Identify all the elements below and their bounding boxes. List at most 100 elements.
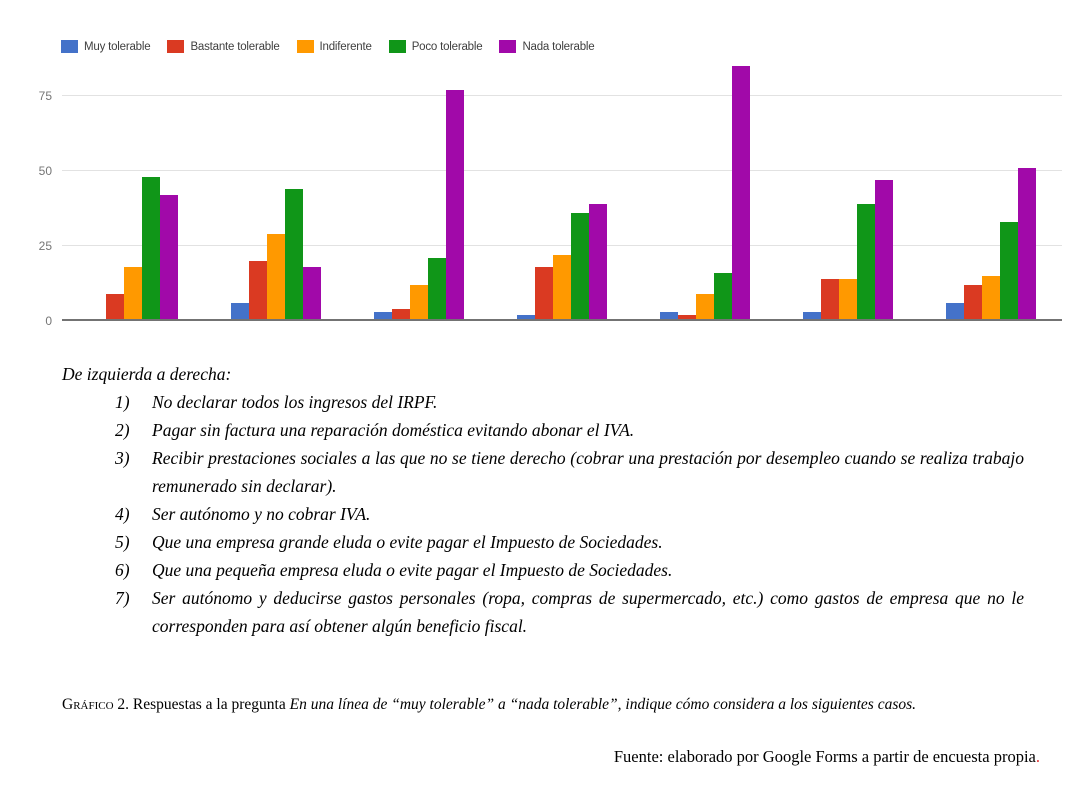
description-intro: De izquierda a derecha: (62, 364, 232, 384)
y-tick-label-75: 75 (38, 89, 52, 103)
source-text: Fuente: elaborado por Google Forms a par… (613, 747, 1036, 766)
case-item-5: 5) Que una empresa grande eluda o evite p… (62, 528, 1024, 556)
legend-swatch-icon (61, 40, 78, 53)
gridline-25 (62, 245, 1062, 246)
case-number: 4) (115, 504, 130, 524)
case-item-2: 2) Pagar sin factura una reparación domés… (62, 416, 1024, 444)
bar-group-5 (633, 51, 776, 321)
bar-2-poco-tolerable (285, 189, 304, 321)
bar-6-bastante-tolerable (820, 279, 839, 321)
bar-1-poco-tolerable (142, 177, 161, 321)
legend-swatch-icon (296, 40, 314, 53)
legend-item-poco-tolerable: Poco tolerable (388, 40, 483, 53)
case-list: 1) No declarar todos los ingresos del IRP… (62, 388, 1024, 640)
legend-label: Muy tolerable (84, 40, 151, 53)
bar-group-3 (348, 51, 491, 321)
source-period: . (1035, 747, 1040, 766)
bar-6-poco-tolerable (856, 204, 875, 321)
legend-swatch-icon (499, 40, 517, 53)
bar-group-1 (62, 51, 205, 321)
chart-legend: Muy tolerable Bastante tolerable Indiferen… (61, 40, 595, 53)
y-tick-label-50: 50 (38, 164, 52, 178)
bar-5-poco-tolerable (713, 273, 732, 321)
bar-4-indiferente (553, 255, 571, 321)
case-item-4: 4) Ser autónomo y no cobrar IVA. (62, 500, 1024, 528)
legend-label: Indiferente (319, 40, 372, 53)
legend-label: Poco tolerable (411, 40, 483, 53)
caption-rest: 2. Respuestas a la pregunta (117, 696, 286, 713)
bar-6-nada-tolerable (874, 180, 893, 321)
bar-7-nada-tolerable (1017, 168, 1036, 321)
bar-3-muy-tolerable (374, 312, 393, 321)
x-axis-line (62, 319, 1062, 321)
case-number: 5) (115, 532, 130, 552)
bar-group-2 (205, 51, 348, 321)
legend-label: Nada tolerable (522, 40, 595, 53)
y-tick-label-25: 25 (38, 239, 52, 253)
bar-4-poco-tolerable (571, 213, 589, 321)
bar-3-bastante-tolerable (392, 309, 411, 321)
case-number: 3) (115, 448, 130, 468)
bar-4-nada-tolerable (589, 204, 607, 321)
bar-5-nada-tolerable (731, 66, 750, 321)
case-item-6: 6) Que una pequeña empresa eluda o evite … (62, 556, 1024, 584)
case-text: Recibir prestaciones sociales a las que … (152, 448, 1024, 496)
bar-2-muy-tolerable (231, 303, 250, 321)
legend-item-bastante-tolerable: Bastante tolerable (167, 40, 280, 53)
figure-description: De izquierda a derecha: 1) No declarar to… (62, 360, 1024, 640)
case-text: Ser autónomo y no cobrar IVA. (152, 504, 371, 524)
case-number: 2) (115, 420, 130, 440)
chart-plot (62, 51, 1062, 321)
bar-groups (62, 51, 1062, 321)
case-item-1: 1) No declarar todos los ingresos del IRP… (62, 388, 1024, 416)
bar-6-muy-tolerable (802, 312, 821, 321)
bar-1-indiferente (124, 267, 143, 321)
bar-3-poco-tolerable (428, 258, 447, 321)
bar-3-nada-tolerable (446, 90, 465, 321)
bar-5-bastante-tolerable (677, 315, 696, 321)
bar-4-muy-tolerable (517, 315, 535, 321)
legend-item-nada-tolerable: Nada tolerable (499, 40, 595, 53)
figure-caption: Gráfico 2. Respuestas a la pregunta En u… (62, 691, 1022, 718)
gridline-50 (62, 170, 1062, 171)
caption-question: En una línea de “muy tolerable” a “nada … (289, 696, 917, 713)
legend-item-muy-tolerable: Muy tolerable (61, 40, 151, 53)
y-tick-label-0: 0 (45, 314, 52, 328)
caption-label: Gráfico (62, 696, 114, 713)
case-text: Que una empresa grande eluda o evite pag… (152, 532, 663, 552)
legend-swatch-icon (167, 40, 185, 53)
bar-5-indiferente (695, 294, 714, 321)
bar-2-indiferente (267, 234, 286, 321)
bar-group-6 (776, 51, 919, 321)
bar-3-indiferente (410, 285, 429, 321)
bar-5-muy-tolerable (659, 312, 678, 321)
case-number: 1) (115, 392, 130, 412)
case-item-3: 3) Recibir prestaciones sociales a las qu… (62, 444, 1024, 500)
case-text: Ser autónomo y deducirse gastos personal… (152, 588, 1024, 636)
case-number: 6) (115, 560, 130, 580)
grouped-bar-chart: Muy tolerable Bastante tolerable Indiferen… (30, 10, 1070, 345)
legend-swatch-icon (388, 40, 406, 53)
case-text: Que una pequeña empresa eluda o evite pa… (152, 560, 673, 580)
case-text: No declarar todos los ingresos del IRPF. (152, 392, 438, 412)
legend-label: Bastante tolerable (190, 40, 280, 53)
case-item-7: 7) Ser autónomo y deducirse gastos person… (62, 584, 1024, 640)
bar-2-bastante-tolerable (249, 261, 268, 321)
bar-7-muy-tolerable (945, 303, 964, 321)
bar-1-nada-tolerable (160, 195, 179, 321)
bar-2-nada-tolerable (303, 267, 322, 321)
bar-group-7 (919, 51, 1062, 321)
legend-item-indiferente: Indiferente (296, 40, 372, 53)
bar-7-poco-tolerable (999, 222, 1018, 321)
bar-7-bastante-tolerable (963, 285, 982, 321)
bar-6-indiferente (838, 279, 857, 321)
case-text: Pagar sin factura una reparación domésti… (152, 420, 635, 440)
gridline-75 (62, 95, 1062, 96)
case-number: 7) (115, 588, 130, 608)
bar-7-indiferente (981, 276, 1000, 321)
bar-group-4 (491, 51, 634, 321)
bar-4-bastante-tolerable (535, 267, 553, 321)
source-line: Fuente: elaborado por Google Forms a par… (62, 747, 1040, 767)
bar-1-bastante-tolerable (106, 294, 125, 321)
